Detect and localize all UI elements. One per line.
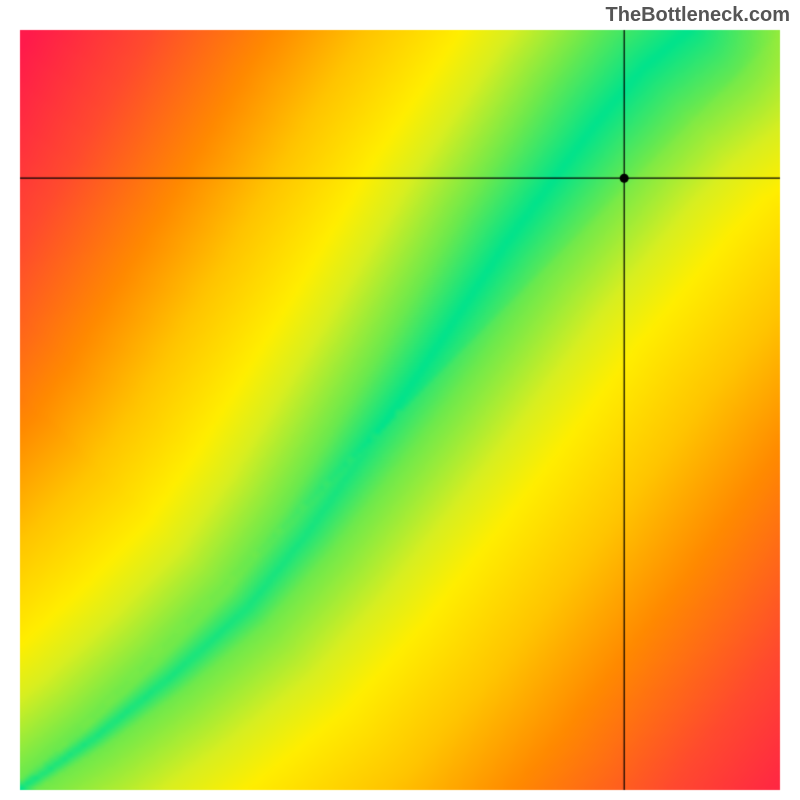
chart-container: TheBottleneck.com [0, 0, 800, 800]
watermark-text: TheBottleneck.com [606, 4, 790, 27]
bottleneck-heatmap [0, 0, 800, 800]
